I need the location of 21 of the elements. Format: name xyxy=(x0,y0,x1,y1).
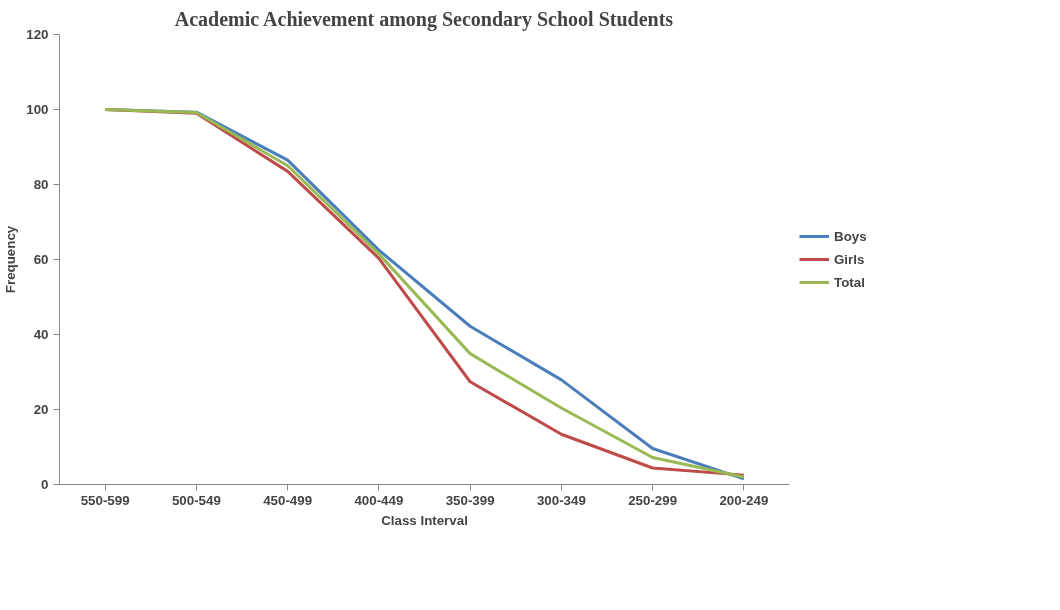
x-tick-label: 550-599 xyxy=(80,492,130,508)
legend-label: Boys xyxy=(834,228,867,244)
legend-label: Girls xyxy=(834,251,865,267)
y-tick-label: 0 xyxy=(41,477,49,492)
x-tick-label: 350-399 xyxy=(445,492,495,508)
y-tick-label: 60 xyxy=(33,252,49,267)
x-tick-label: 200-249 xyxy=(719,492,769,508)
x-tick-label: 300-349 xyxy=(536,492,586,508)
y-tick-label: 100 xyxy=(26,102,49,117)
y-axis-title: Frequency xyxy=(3,225,19,294)
y-tick-label: 120 xyxy=(26,27,49,42)
y-tick-label: 80 xyxy=(33,177,49,192)
x-tick-label: 250-299 xyxy=(628,492,678,508)
legend-label: Total xyxy=(834,274,865,290)
y-tick-label: 20 xyxy=(33,402,49,417)
chart-title: Academic Achievement among Secondary School Students xyxy=(174,7,674,31)
y-tick-label: 40 xyxy=(33,327,49,342)
x-tick-label: 400-449 xyxy=(354,492,404,508)
x-tick-label: 500-549 xyxy=(171,492,221,508)
x-axis-title: Class Interval xyxy=(381,512,468,528)
x-tick-label: 450-499 xyxy=(263,492,313,508)
